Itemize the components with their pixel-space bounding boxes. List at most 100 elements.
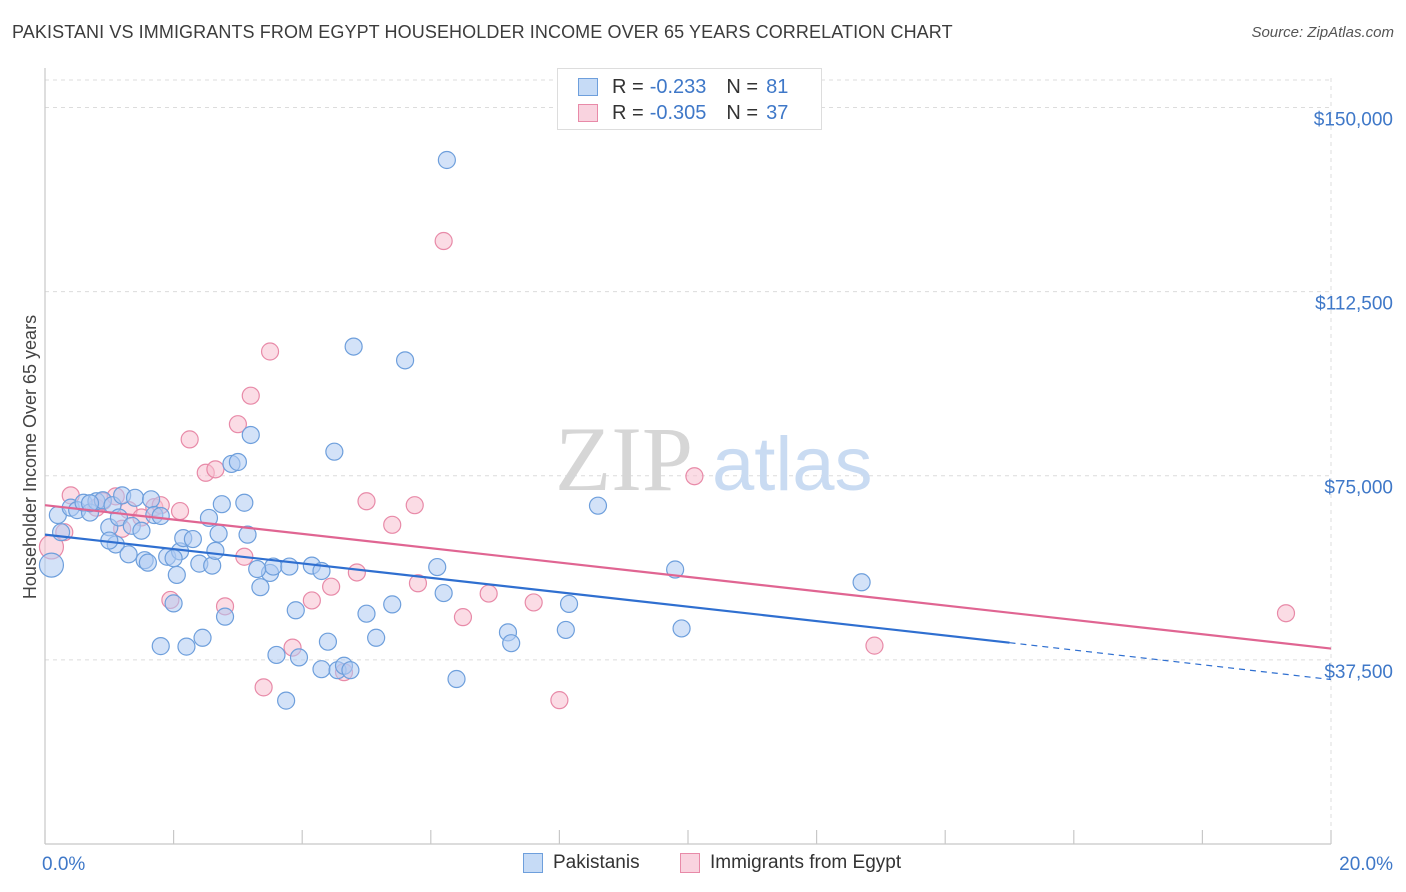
pakistani-point	[206, 541, 225, 560]
egypt-point	[170, 501, 190, 521]
pakistani-n-label: N =	[726, 75, 759, 98]
egypt-point	[357, 492, 376, 511]
pakistani-point	[212, 495, 231, 514]
egypt-r-label: R =	[612, 101, 644, 124]
pakistani-point	[588, 496, 608, 515]
x-tick-label-min: 0.0%	[42, 854, 85, 875]
pakistani-point	[559, 594, 579, 613]
egypt-point	[434, 231, 453, 251]
pakistani-point	[318, 632, 338, 651]
pakistani-point	[341, 661, 360, 680]
pakistani-n-value: 81	[766, 75, 789, 98]
pakistani-point	[119, 545, 138, 564]
egypt-legend-swatch	[680, 853, 700, 873]
pakistani-point	[167, 565, 186, 585]
watermark: ZIP atlas	[555, 408, 873, 510]
pakistani-point	[325, 442, 344, 461]
pakistani-point	[141, 490, 161, 509]
pakistani-point	[383, 595, 402, 614]
pakistani-point	[238, 525, 257, 544]
pakistanis-legend-swatch	[523, 853, 543, 873]
pakistani-point	[367, 628, 386, 647]
pakistani-point	[151, 637, 170, 656]
pakistani-point	[80, 494, 100, 513]
pakistani-point	[437, 150, 456, 170]
pakistani-point	[193, 628, 212, 647]
pakistani-point	[235, 493, 254, 512]
pakistani-point	[164, 594, 183, 613]
stats-legend: R = -0.233 N = 81 R = -0.305 N = 37	[557, 68, 822, 130]
pakistani-point	[183, 529, 202, 549]
pakistani-swatch	[578, 78, 598, 96]
egypt-point	[685, 467, 704, 486]
pakistani-point	[447, 669, 466, 689]
pakistani-trend-line	[44, 533, 1010, 644]
y-tick-label: $150,000	[1314, 109, 1393, 130]
pakistani-point	[289, 648, 309, 667]
egypt-point	[302, 591, 321, 610]
egypt-point	[260, 342, 280, 361]
pakistani-point	[672, 619, 691, 638]
legend-row-pakistani: R = -0.233 N = 81	[578, 74, 788, 100]
pakistani-point	[209, 524, 228, 543]
axes	[44, 68, 1332, 845]
pakistani-point	[852, 573, 871, 592]
pakistani-point	[38, 552, 65, 578]
axis-labels: $37,500 $75,000 $112,500 $150,000 0.0% 20.0% H…	[20, 109, 1393, 875]
egypt-n-value: 37	[766, 101, 789, 124]
pakistani-point	[312, 660, 331, 679]
egypt-point	[865, 636, 884, 655]
pakistani-point	[357, 604, 376, 623]
y-tick-label: $75,000	[1324, 478, 1393, 499]
pakistani-trend-extension	[1009, 642, 1332, 681]
pakistani-point	[286, 601, 305, 620]
egypt-legend-label: Immigrants from Egypt	[710, 852, 902, 873]
egypt-point	[1276, 604, 1296, 623]
pakistani-point	[666, 560, 685, 579]
legend-row-egypt: R = -0.305 N = 37	[578, 100, 788, 126]
egypt-trend-line	[44, 504, 1332, 650]
pakistani-point	[434, 583, 453, 603]
pakistani-point	[125, 488, 145, 507]
pakistani-point	[138, 553, 157, 572]
chart-title: PAKISTANI VS IMMIGRANTS FROM EGYPT HOUSE…	[12, 22, 953, 42]
pakistani-point	[267, 645, 286, 665]
pakistani-point	[556, 620, 575, 640]
egypt-point	[241, 386, 260, 405]
trend-lines	[44, 504, 1332, 681]
egypt-point	[479, 584, 498, 603]
pakistani-point	[228, 452, 247, 472]
y-tick-label: $37,500	[1324, 662, 1393, 683]
pakistani-r-value: -0.233	[649, 75, 707, 98]
pakistani-point	[251, 578, 270, 597]
pakistani-point	[151, 506, 170, 526]
legend-item-pakistanis: Pakistanis	[523, 852, 640, 874]
source-label: Source: ZipAtlas.com	[1251, 24, 1394, 41]
pakistani-r-label: R =	[612, 75, 644, 98]
pakistani-point	[132, 521, 151, 540]
egypt-r-value: -0.305	[649, 101, 707, 124]
egypt-swatch	[578, 104, 598, 122]
pakistani-point	[395, 351, 415, 370]
pakistani-point	[344, 337, 363, 356]
egypt-point	[322, 577, 341, 596]
egypt-point	[408, 574, 428, 593]
data-points	[38, 150, 1296, 710]
pakistani-point	[248, 559, 267, 579]
egypt-point	[180, 430, 199, 449]
egypt-point	[383, 515, 402, 534]
egypt-point	[228, 415, 247, 434]
pakistani-point	[428, 557, 447, 577]
pakistani-point	[241, 425, 260, 445]
pakistani-point	[164, 549, 183, 568]
pakistani-point	[502, 634, 521, 653]
egypt-point	[524, 593, 543, 612]
pakistani-point	[277, 691, 296, 710]
egypt-point	[206, 460, 225, 479]
legend-item-egypt: Immigrants from Egypt	[680, 852, 901, 874]
egypt-point	[254, 678, 273, 697]
pakistanis-legend-label: Pakistanis	[553, 852, 640, 873]
y-tick-label: $112,500	[1315, 294, 1393, 315]
egypt-point	[405, 496, 424, 515]
